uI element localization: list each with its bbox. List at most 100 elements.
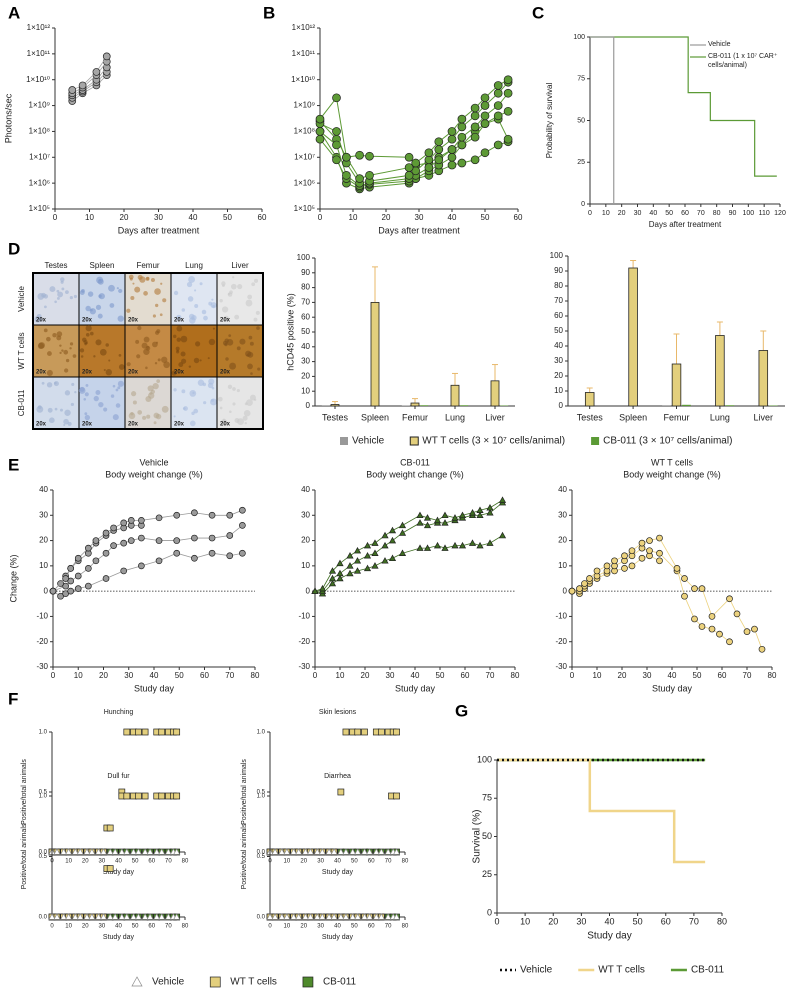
panel-letter: A <box>8 3 20 22</box>
data-point <box>142 793 148 799</box>
legend-swatch <box>210 977 220 987</box>
magnification: 20x <box>174 370 185 376</box>
magnification: 20x <box>82 318 93 324</box>
image-texture <box>117 386 120 389</box>
data-point <box>372 563 378 568</box>
x-tick-label: 50 <box>351 924 358 930</box>
image-texture <box>74 295 77 298</box>
data-point <box>448 135 456 143</box>
image-texture <box>146 277 150 281</box>
x-tick-label: 0 <box>50 924 54 930</box>
image-texture <box>156 342 158 344</box>
y-tick-label: 1.0 <box>39 730 48 736</box>
x-axis-label: Study day <box>652 683 693 693</box>
image-texture <box>60 409 63 412</box>
image-texture <box>151 390 155 394</box>
data-point <box>174 538 180 544</box>
image-texture <box>153 314 156 317</box>
y-tick-label: 75 <box>577 76 585 83</box>
data-point <box>128 538 134 544</box>
y-tick-label: 40 <box>39 485 48 494</box>
y-tick-label: 1×10⁵ <box>29 204 50 213</box>
x-axis-label: Days after treatment <box>378 225 460 235</box>
y-tick-label: 30 <box>301 357 310 366</box>
image-texture <box>65 290 69 294</box>
legend-label: WT T cells (3 × 10⁷ cells/animal) <box>422 436 565 447</box>
data-point <box>382 533 388 538</box>
data-point <box>425 149 433 157</box>
data-point <box>494 81 502 89</box>
data-point <box>752 626 758 632</box>
image-texture <box>239 339 245 345</box>
tissue-label: Liver <box>231 261 249 270</box>
row-label: WT T cells <box>17 332 26 369</box>
data-point <box>481 112 489 120</box>
y-tick-label: 10 <box>558 561 567 570</box>
data-point <box>647 548 653 554</box>
image-texture <box>64 410 70 416</box>
image-texture <box>108 359 110 361</box>
x-tick-label: 50 <box>132 859 139 865</box>
legend-label: WT T cells <box>230 977 277 988</box>
data-point <box>435 138 443 146</box>
magnification: 20x <box>174 422 185 428</box>
x-tick-label: 10 <box>336 671 345 680</box>
x-tick-label: 30 <box>99 924 106 930</box>
y-tick-label: 1×10¹⁰ <box>26 75 50 84</box>
image-texture <box>213 328 215 330</box>
data-point <box>174 550 180 556</box>
x-tick-label: 80 <box>713 210 721 217</box>
x-axis-label: Study day <box>134 683 175 693</box>
panel-letter: C <box>532 3 544 22</box>
x-tick-label: 10 <box>349 213 358 222</box>
data-point <box>400 522 406 527</box>
x-tick-label: 30 <box>634 210 642 217</box>
image-texture <box>162 406 169 413</box>
y-tick-label: 1×10¹² <box>292 23 316 32</box>
y-tick-label: 10 <box>554 386 563 395</box>
image-texture <box>187 282 192 287</box>
y-tick-label: 1×10⁷ <box>29 152 50 161</box>
x-tick-label: 0 <box>318 213 323 222</box>
image-texture <box>246 354 248 356</box>
data-point <box>174 512 180 518</box>
image-texture <box>247 295 252 300</box>
x-tick-label: 80 <box>402 859 409 865</box>
image-texture <box>177 337 181 341</box>
chart-title: CB-011 <box>400 457 430 467</box>
image-texture <box>85 384 88 387</box>
image-texture <box>44 328 48 332</box>
x-tick-label: 30 <box>99 859 106 865</box>
x-tick-label: 30 <box>415 213 424 222</box>
y-tick-label: 1×10⁹ <box>29 101 50 110</box>
image-texture <box>131 391 136 396</box>
x-tick-label: 30 <box>317 859 324 865</box>
image-texture <box>70 296 73 299</box>
y-tick-label: 25 <box>482 869 492 879</box>
y-tick-label: 1×10¹⁰ <box>291 75 315 84</box>
x-tick-label: Femur <box>402 412 428 422</box>
legend-label: Vehicle <box>352 436 385 447</box>
x-tick-label: 50 <box>481 213 490 222</box>
image-texture <box>154 413 160 419</box>
image-texture <box>65 390 70 395</box>
x-tick-label: Lung <box>710 412 730 422</box>
data-point <box>347 563 353 568</box>
image-texture <box>160 313 163 316</box>
image-texture <box>42 382 45 385</box>
x-tick-label: 70 <box>697 210 705 217</box>
image-texture <box>203 401 206 404</box>
image-texture <box>244 410 251 417</box>
data-point <box>622 553 628 559</box>
data-point <box>156 558 162 564</box>
image-texture <box>237 284 242 289</box>
y-tick-label: 40 <box>301 485 310 494</box>
y-tick-label: 10 <box>301 561 310 570</box>
image-texture <box>86 333 90 337</box>
y-tick-label: 50 <box>577 117 585 124</box>
image-texture <box>41 293 46 298</box>
image-texture <box>228 334 231 337</box>
data-point <box>337 576 343 581</box>
